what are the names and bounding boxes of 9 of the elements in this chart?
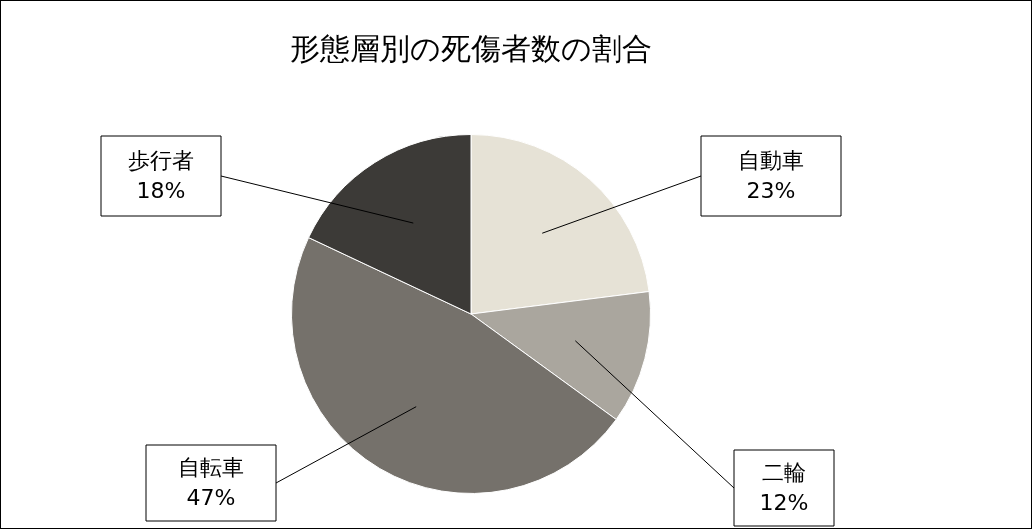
slice-label: 二輪 <box>762 459 806 485</box>
slice-label: 歩行者 <box>128 147 194 173</box>
data-label: 18% <box>136 177 186 203</box>
slice-label: 自転車 <box>178 454 244 480</box>
chart-title: 形態層別の死傷者数の割合 <box>290 30 652 66</box>
slice-label: 自動車 <box>738 147 804 173</box>
data-label: 12% <box>759 489 809 515</box>
data-label: 47% <box>186 484 236 510</box>
data-label: 23% <box>746 177 796 203</box>
